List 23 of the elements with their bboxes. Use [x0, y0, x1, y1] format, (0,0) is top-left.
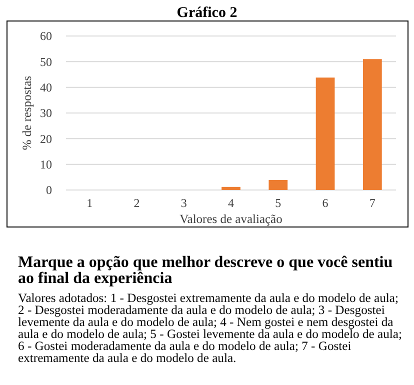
- bar: [222, 186, 240, 190]
- chart-title: Gráfico 2: [176, 5, 238, 21]
- x-tick-label: 6: [322, 196, 328, 210]
- text: Valores adotados: 1 - Desgostei extremamente da aula e do modelo de aula; 2 - Desgostei moderadamente da aula e do modelo de aula; 3 - Desgostei levemente da aula e do modelo de aula; 4 - Nem gostei e nem desgostei da aula e do modelo de aula; 5 - Gostei levemente da aula e do modelo de aula; 6 - Gostei moderadamente da aula e do modelo de aula; 7 - Gostei extremamente da aula e do modelo de aula.: [18, 291, 402, 365]
- text: Marque a opção que melhor descreve o que você sentiu ao final da experiência: [18, 254, 393, 287]
- x-tick-label: 1: [86, 196, 93, 210]
- x-tick-label: 4: [228, 196, 234, 210]
- bar: [316, 78, 335, 190]
- y-tick-label: 30: [40, 106, 52, 120]
- y-tick-label: 20: [40, 132, 52, 146]
- bar: [268, 180, 288, 190]
- x-tick-label: 3: [180, 196, 187, 210]
- x-tick-label: 2: [134, 196, 140, 210]
- x-tick-label: 7: [369, 196, 376, 210]
- y-tick-label: 10: [40, 158, 52, 172]
- y-tick-label: 60: [40, 29, 52, 44]
- x-tick-label: 5: [275, 196, 282, 210]
- y-tick-label: 50: [40, 54, 52, 69]
- y-tick-label: 40: [40, 80, 52, 95]
- bar: [363, 59, 382, 190]
- y-tick-label: 0: [46, 183, 52, 198]
- y-axis-title: % de respostas: [20, 76, 34, 150]
- x-axis-title: Valores de avaliação: [180, 212, 282, 226]
